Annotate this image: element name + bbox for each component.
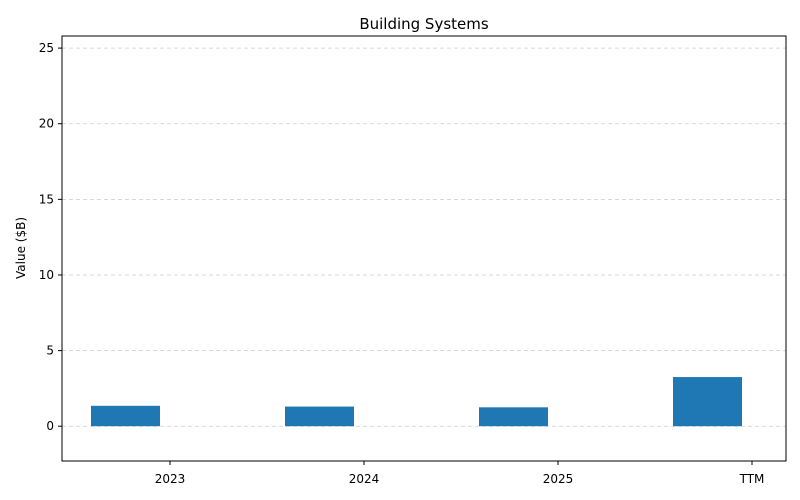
bar-2024	[285, 406, 354, 427]
y-tick-label-15: 15	[39, 192, 54, 206]
x-tick-label-2023: 2023	[155, 472, 186, 486]
y-tick-label-25: 25	[39, 41, 54, 55]
y-tick-label-20: 20	[39, 117, 54, 131]
y-tick-label-5: 5	[46, 344, 54, 358]
bars	[91, 377, 742, 427]
x-tick-label-2024: 2024	[349, 472, 380, 486]
chart-title: Building Systems	[359, 15, 489, 33]
y-axis-label: Value ($B)	[14, 217, 28, 279]
y-tick-label-10: 10	[39, 268, 54, 282]
grid-lines	[62, 47, 786, 427]
y-tick-label-0: 0	[46, 419, 54, 433]
bar-2025	[479, 407, 548, 427]
bar-TTM	[673, 377, 742, 427]
plot-area-frame	[61, 35, 787, 462]
x-tick-label-2025: 2025	[543, 472, 574, 486]
x-tick-label-TTM: TTM	[739, 472, 765, 486]
y-axis-ticks: 0 5 10 15 20 25	[39, 41, 62, 433]
bar-2023	[91, 405, 160, 427]
x-axis-ticks: 2023 2024 2025 TTM	[155, 461, 765, 486]
